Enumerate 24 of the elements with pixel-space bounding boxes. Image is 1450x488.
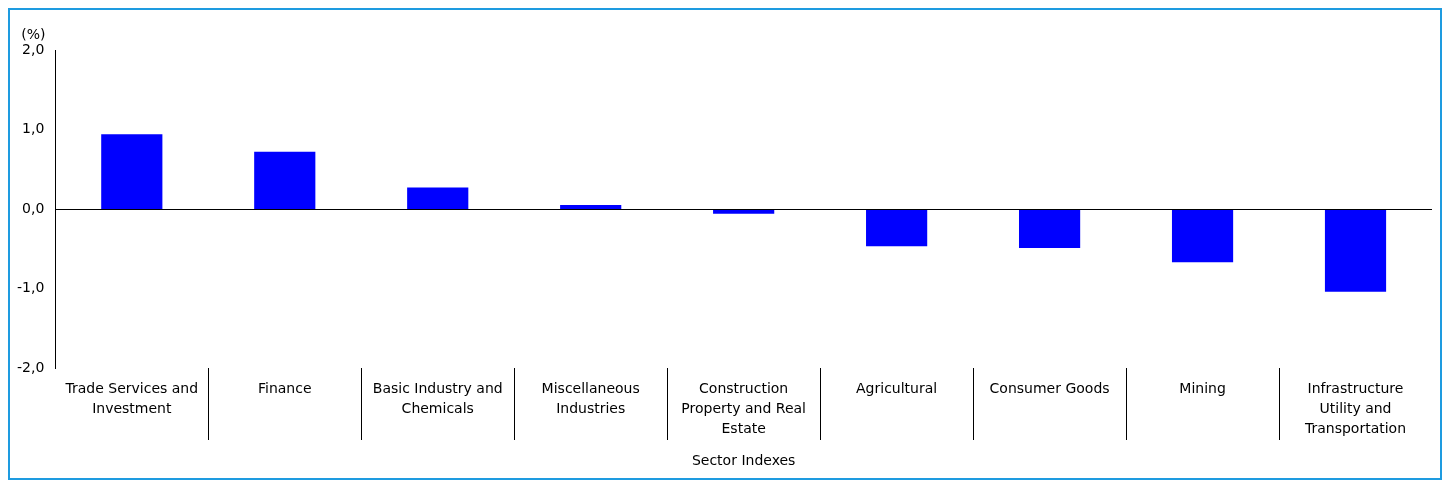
y-axis-title: (%) xyxy=(21,25,46,42)
bar xyxy=(1019,209,1081,248)
bar xyxy=(254,151,316,209)
y-tick-label: -2,0 xyxy=(16,358,45,375)
bar xyxy=(560,205,622,209)
y-tick-label: 1,0 xyxy=(22,120,45,137)
x-tick-label: Infrastructure Utility and Transportation xyxy=(1303,379,1407,436)
x-tick-label: Miscellaneous Industries xyxy=(541,379,640,416)
bar xyxy=(407,187,469,209)
x-tick-label: Mining xyxy=(1179,379,1226,396)
x-tick-label: Construction Property and Real Estate xyxy=(681,379,806,436)
bar xyxy=(1324,209,1387,292)
y-tick-label: 2,0 xyxy=(22,40,45,57)
y-tick-label: 0,0 xyxy=(22,199,45,216)
bar xyxy=(866,209,928,247)
x-tick-label: Consumer Goods xyxy=(989,379,1110,396)
y-tick-label: -1,0 xyxy=(16,279,45,296)
x-tick-label: Finance xyxy=(257,379,312,396)
x-tick-label: Trade Services and Investment xyxy=(64,379,199,416)
bar xyxy=(101,134,163,209)
x-tick-label: Agricultural xyxy=(856,379,938,396)
bar xyxy=(1171,209,1234,263)
x-tick-label: Basic Industry and Chemicals xyxy=(372,379,503,416)
x-axis-title: Sector Indexes xyxy=(691,451,796,468)
